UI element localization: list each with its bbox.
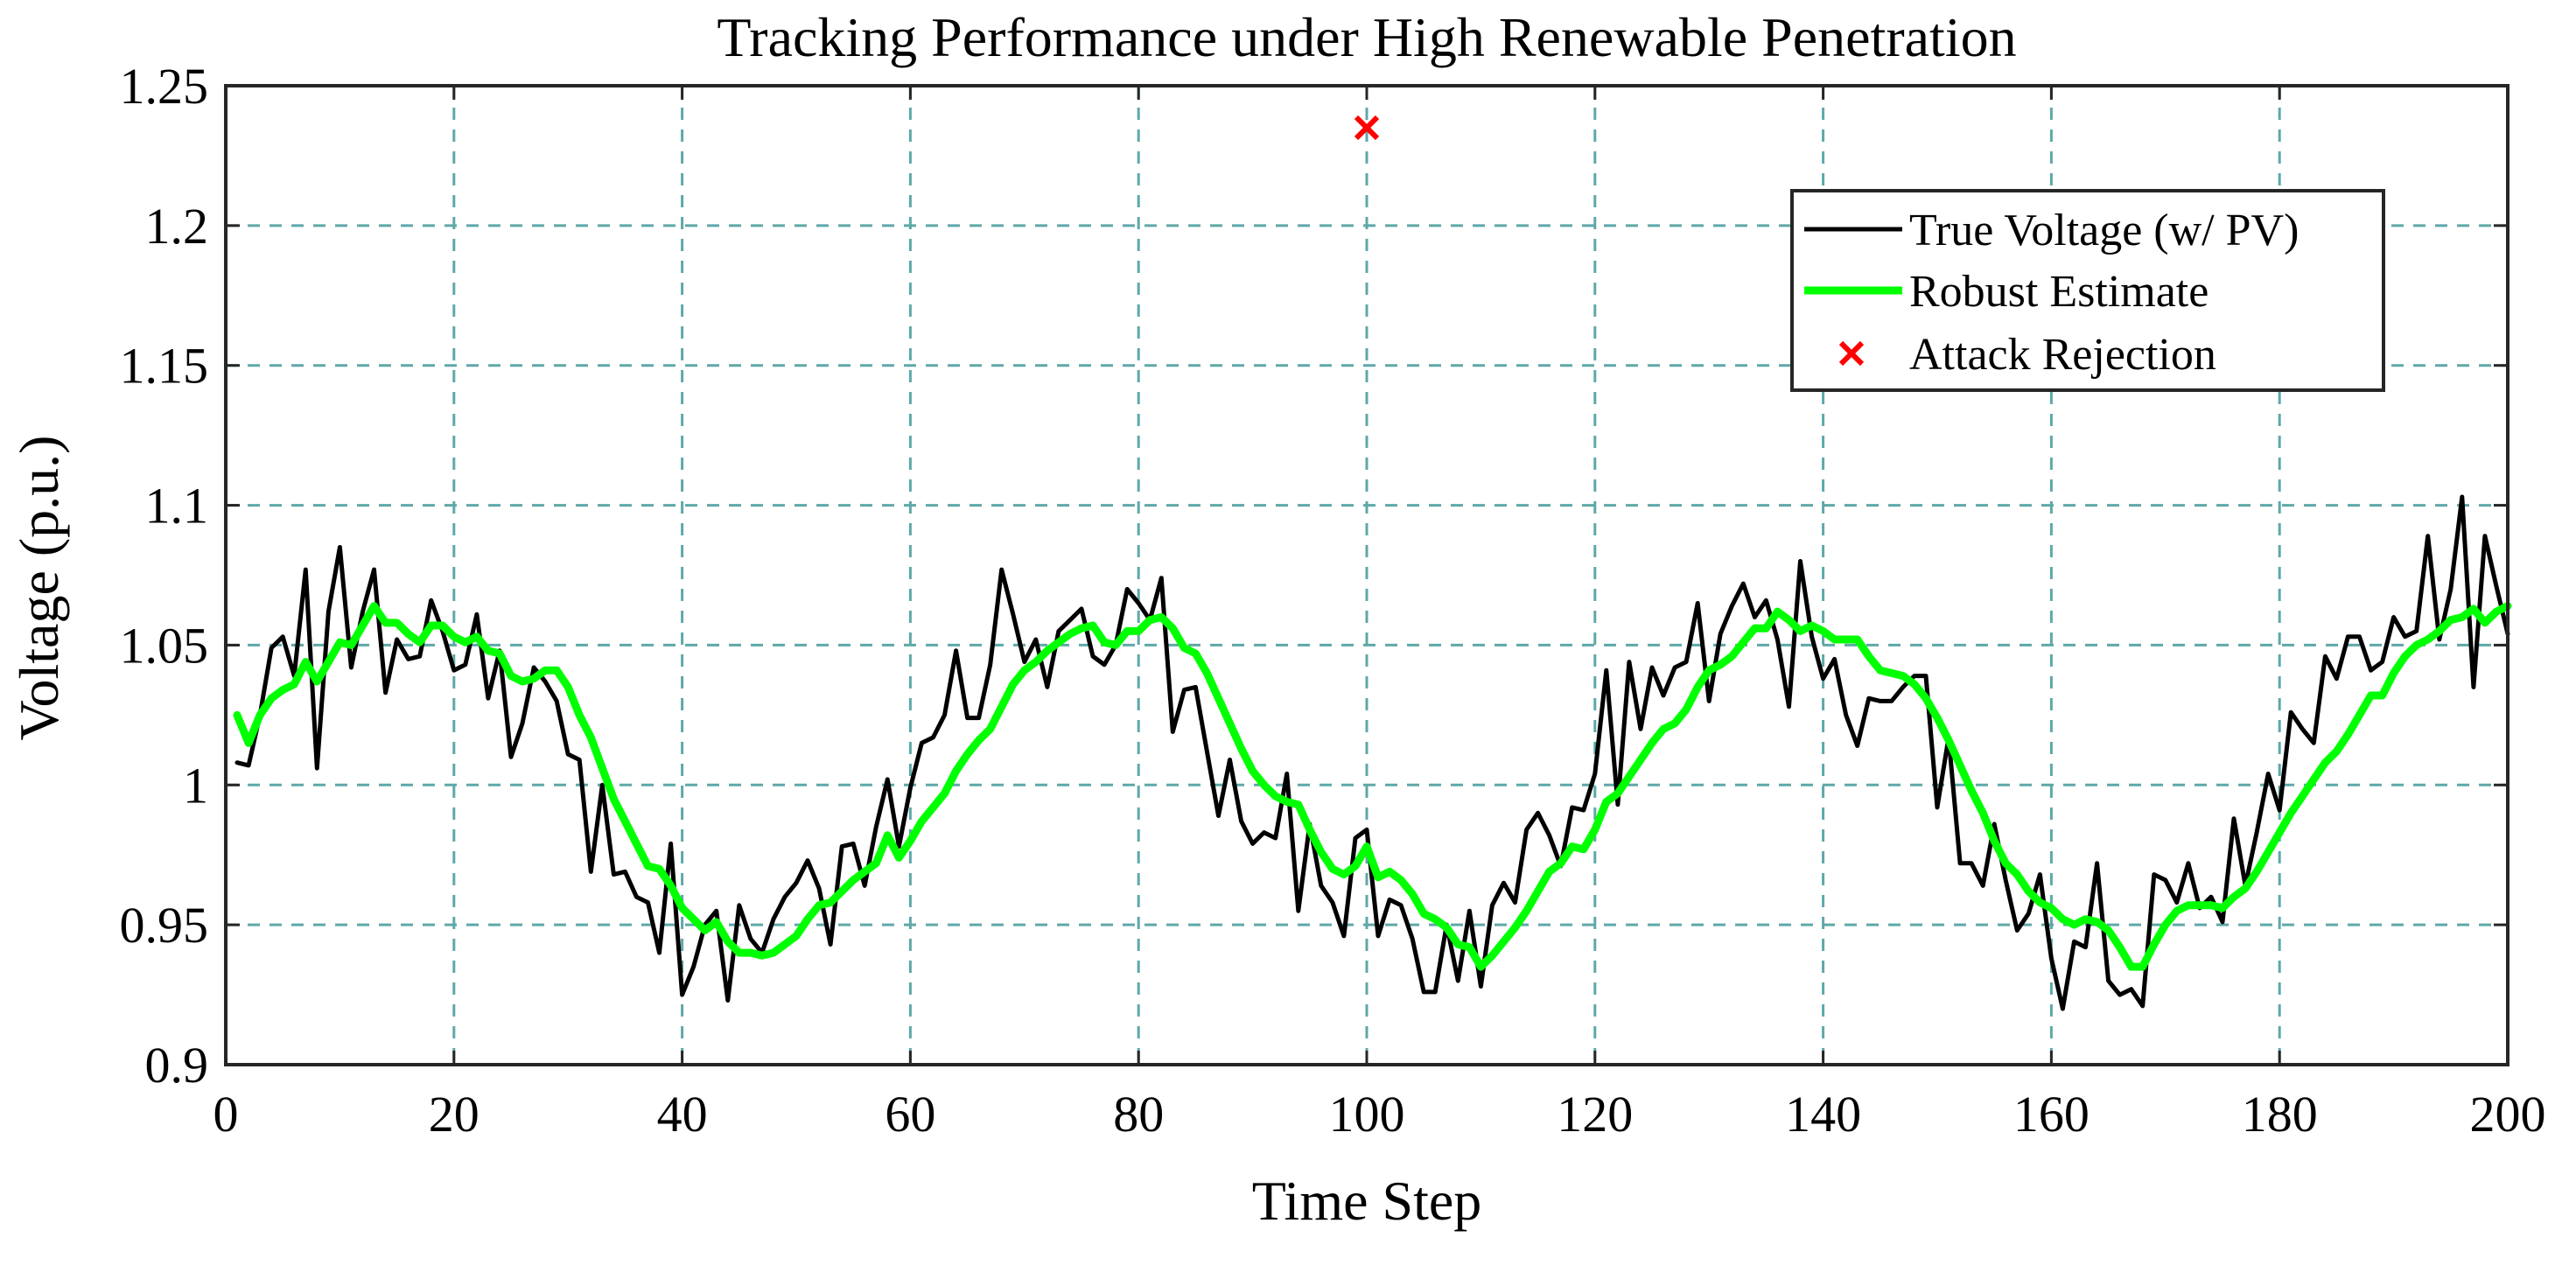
y-tick-label: 0.95	[120, 897, 209, 954]
legend-label-robust-estimate: Robust Estimate	[1909, 267, 2208, 317]
x-tick-label: 0	[214, 1086, 239, 1143]
x-tick-label: 140	[1785, 1086, 1861, 1143]
y-tick-label: 1.1	[145, 478, 209, 535]
y-tick-label: 1.2	[145, 198, 209, 255]
series-robust-estimate-line	[233, 602, 2512, 971]
x-tick-label: 20	[429, 1086, 480, 1143]
y-tick-label: 1.05	[120, 617, 209, 674]
x-tick-label: 60	[885, 1086, 935, 1143]
legend-label-attack-rejection: Attack Rejection	[1909, 330, 2216, 380]
chart-title: Tracking Performance under High Renewabl…	[717, 6, 2016, 68]
plot-area	[233, 115, 2512, 1011]
axis-ticks: 0 20 40 60 80 100 120 140 160 180 200 0.9 0.95 1 1.05 1…	[120, 58, 2546, 1143]
y-tick-label: 0.9	[145, 1037, 209, 1094]
x-tick-label: 120	[1557, 1086, 1633, 1143]
series-robust-estimate	[233, 602, 2512, 971]
series-attack-rejection	[1354, 115, 1380, 141]
legend-swatch-attack-rejection	[1838, 340, 1865, 367]
legend-label-true-voltage: True Voltage (w/ PV)	[1909, 206, 2299, 255]
x-tick-label: 180	[2242, 1086, 2318, 1143]
x-tick-label: 160	[2013, 1086, 2090, 1143]
y-axis-title: Voltage (p.u.)	[8, 436, 70, 741]
x-tick-label: 200	[2470, 1086, 2546, 1143]
x-tick-label: 100	[1329, 1086, 1405, 1143]
y-tick-label: 1	[183, 757, 208, 814]
attack-rejection-marker	[1354, 115, 1380, 141]
series-true-voltage-line	[234, 494, 2510, 1011]
x-tick-label: 40	[657, 1086, 708, 1143]
x-axis-title: Time Step	[1252, 1170, 1482, 1232]
series-true-voltage	[234, 494, 2510, 1011]
y-tick-label: 1.25	[120, 58, 209, 115]
y-tick-label: 1.15	[120, 338, 209, 395]
x-tick-label: 80	[1113, 1086, 1164, 1143]
legend: True Voltage (w/ PV) Robust Estimate Att…	[1790, 189, 2385, 392]
